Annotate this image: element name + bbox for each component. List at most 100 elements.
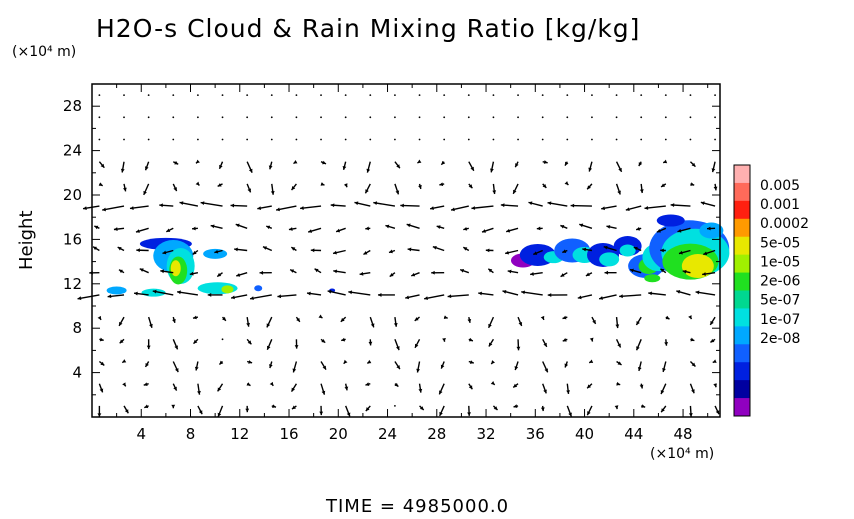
wind-arrowhead: [582, 247, 587, 252]
wind-arrowhead: [97, 413, 102, 417]
wind-arrowhead: [490, 381, 495, 385]
wind-dot: [541, 138, 544, 141]
x-tick-label: 28: [427, 425, 446, 443]
wind-arrowhead: [441, 160, 446, 165]
wind-arrowhead: [518, 321, 523, 326]
y-tick-label: 28: [63, 97, 82, 115]
wind-arrowhead: [366, 168, 371, 173]
wind-dot: [172, 116, 175, 119]
wind-arrowhead: [93, 246, 98, 251]
wind-dot: [246, 138, 249, 141]
cloud-cell: [170, 260, 181, 277]
wind-dot: [467, 116, 470, 119]
colorbar: 0.005 0.001 0.0002 5e-05 1e-05 2e-06 5e-07 1e-0…: [733, 164, 809, 417]
wind-arrowhead: [393, 323, 398, 327]
wind-arrowhead: [690, 182, 695, 186]
colorbar-swatch: [734, 344, 750, 363]
wind-arrowhead: [710, 320, 714, 325]
wind-arrowhead: [342, 165, 347, 170]
wind-arrowhead: [615, 324, 620, 329]
wind-arrowhead: [587, 185, 591, 190]
cloud-cell: [681, 254, 714, 279]
colorbar-swatch: [734, 290, 750, 309]
y-tick-label: 16: [63, 230, 82, 248]
wind-dot: [640, 116, 643, 119]
wind-arrowhead: [189, 271, 194, 276]
wind-arrow: [299, 205, 322, 210]
wind-arrowhead: [400, 203, 404, 208]
x-tick-label: 44: [624, 425, 643, 443]
wind-arrowhead: [99, 388, 104, 393]
wind-dot: [664, 116, 667, 119]
wind-arrowhead: [540, 315, 545, 320]
wind-arrowhead: [370, 323, 375, 328]
wind-arrowhead: [97, 315, 102, 320]
wind-dot: [369, 138, 372, 141]
wind-arrowhead: [521, 290, 525, 295]
wind-dot: [369, 94, 372, 96]
wind-arrowhead: [268, 165, 273, 170]
wind-dot: [566, 94, 569, 96]
cloud-field: [106, 214, 730, 297]
colorbar-label: 5e-05: [760, 235, 800, 251]
colorbar-swatch: [734, 165, 750, 184]
wind-arrowhead: [562, 338, 567, 342]
wind-dot: [270, 138, 273, 141]
wind-dot: [320, 116, 322, 119]
wind-dot: [172, 94, 175, 96]
wind-arrowhead: [542, 184, 547, 188]
wind-arrowhead: [119, 339, 124, 344]
wind-dot: [320, 94, 322, 96]
wind-arrowhead: [173, 386, 177, 391]
wind-arrowhead: [513, 383, 518, 388]
colorbar-swatch: [734, 398, 750, 417]
wind-arrowhead: [636, 226, 641, 231]
wind-dot: [591, 94, 593, 96]
wind-arrowhead: [451, 207, 455, 212]
wind-arrowhead: [149, 323, 153, 328]
wind-arrowhead: [488, 342, 493, 347]
wind-dot: [147, 116, 150, 119]
wind-arrowhead: [217, 183, 222, 187]
wind-arrowhead: [139, 268, 144, 272]
wind-arrowhead: [677, 228, 682, 233]
wind-arrowhead: [395, 190, 400, 195]
x-tick-label: 32: [476, 425, 495, 443]
wind-arrowhead: [300, 206, 304, 210]
y-tick-label: 8: [72, 319, 82, 337]
wind-arrowhead: [502, 289, 507, 294]
wind-arrowhead: [333, 250, 337, 255]
wind-arrowhead: [394, 382, 399, 387]
wind-arrowhead: [257, 206, 262, 210]
wind-dot: [369, 116, 372, 119]
wind-arrowhead: [152, 289, 157, 294]
wind-arrowhead: [330, 203, 335, 208]
wind-arrowhead: [430, 206, 434, 211]
wind-dot: [418, 94, 421, 96]
wind-arrowhead: [514, 366, 519, 371]
wind-arrowhead: [276, 207, 280, 212]
wind-dot: [394, 138, 396, 141]
wind-arrowhead: [665, 315, 670, 320]
wind-arrow: [77, 294, 100, 300]
wind-arrowhead: [247, 188, 252, 193]
wind-arrowhead: [533, 251, 538, 255]
wind-dot: [221, 138, 224, 141]
wind-arrowhead: [266, 323, 271, 328]
wind-arrowhead: [266, 345, 271, 350]
wind-arrowhead: [562, 249, 567, 253]
wind-arrowhead: [713, 383, 717, 388]
wind-arrowhead: [143, 382, 148, 387]
x-tick-label: 36: [526, 425, 545, 443]
wind-dot: [98, 138, 101, 141]
wind-arrowhead: [604, 270, 609, 275]
wind-arrowhead: [589, 337, 594, 342]
wind-arrowhead: [703, 251, 708, 256]
cloud-cell: [644, 274, 661, 283]
wind-arrowhead: [485, 248, 490, 253]
wind-arrowhead: [340, 317, 345, 322]
wind-arrowhead: [691, 389, 695, 394]
colorbar-swatch: [734, 362, 750, 381]
wind-arrowhead: [606, 225, 611, 229]
colorbar-frame: [733, 164, 751, 417]
